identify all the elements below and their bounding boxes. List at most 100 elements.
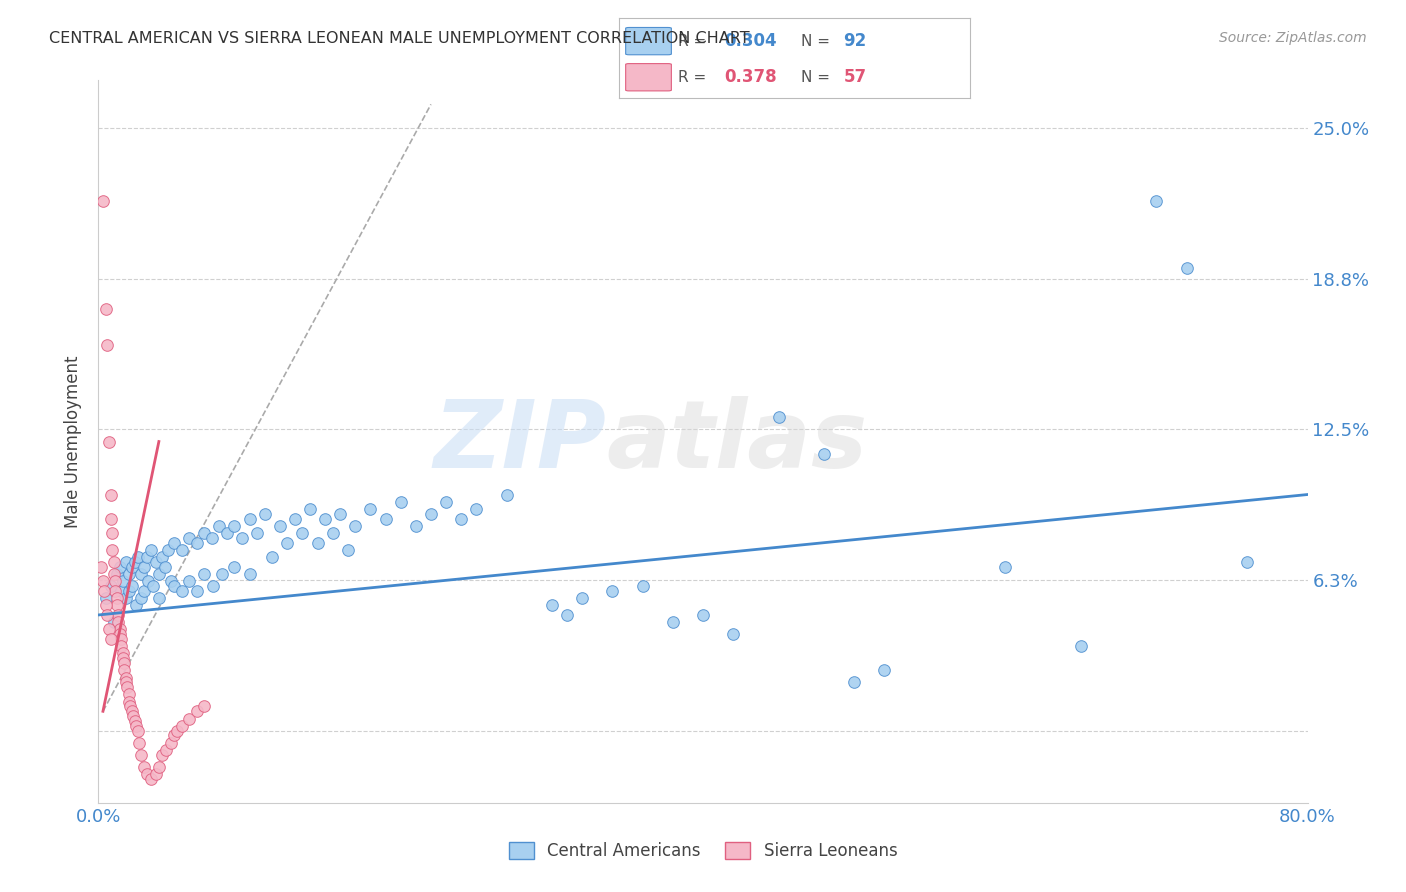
Point [118,567,141,582]
Point [105,591,128,606]
Point [98,434,121,449]
Point [103,555,125,569]
Point [420,507,443,521]
Point [170,583,193,598]
Point [145,767,167,781]
Point [360,502,382,516]
Y-axis label: Male Unemployment: Male Unemployment [65,355,83,528]
Point [112,656,135,670]
Point [110,632,132,646]
Point [170,542,193,557]
FancyBboxPatch shape [626,28,672,54]
Point [239,511,262,525]
Point [101,542,124,557]
Point [307,535,329,549]
Point [276,535,298,549]
Point [150,550,173,565]
Text: 57: 57 [844,69,866,87]
Text: N =: N = [801,34,831,49]
Point [215,526,238,541]
Point [299,502,322,516]
Point [115,680,138,694]
Point [129,567,152,582]
Point [100,487,122,501]
Point [129,591,152,606]
Point [121,559,143,574]
Point [135,550,157,565]
Point [723,627,745,641]
Point [142,579,165,593]
Point [110,639,132,653]
Point [344,518,367,533]
Point [90,559,112,574]
Point [389,494,412,508]
Point [94,599,117,613]
Text: atlas: atlas [606,395,868,488]
Legend: Central Americans, Sierra Leoneans: Central Americans, Sierra Leoneans [502,835,904,867]
Point [104,583,127,598]
Point [153,559,176,574]
Point [124,714,146,728]
Point [141,772,163,786]
Point [211,567,233,582]
Point [555,607,578,622]
Point [114,555,136,569]
Point [994,559,1017,574]
Point [163,579,186,593]
Point [118,687,141,701]
Point [132,760,155,774]
Text: CENTRAL AMERICAN VS SIERRA LEONEAN MALE UNEMPLOYMENT CORRELATION CHART: CENTRAL AMERICAN VS SIERRA LEONEAN MALE … [49,31,749,46]
Text: N =: N = [801,70,831,85]
Point [101,526,124,541]
Point [141,542,163,557]
Point [100,632,122,646]
Point [314,511,336,525]
Point [450,511,472,525]
Point [111,647,134,661]
Point [336,542,359,557]
Point [322,526,344,541]
Point [156,542,179,557]
Point [107,615,129,630]
Point [179,574,201,589]
Point [108,627,131,641]
Point [405,518,427,533]
Point [129,747,152,762]
Point [110,583,132,598]
Point [148,760,170,774]
Text: Source: ZipAtlas.com: Source: ZipAtlas.com [1219,31,1367,45]
Point [329,507,352,521]
Point [186,704,208,718]
Point [246,526,269,541]
Point [121,579,143,593]
Point [91,574,114,589]
Point [118,583,141,598]
Point [1070,639,1092,653]
FancyBboxPatch shape [626,63,672,91]
Point [1236,555,1258,569]
Point [148,567,170,582]
Text: ZIP: ZIP [433,395,606,488]
Point [114,671,136,685]
Point [104,574,127,589]
Point [148,591,170,606]
Point [262,550,284,565]
Point [114,675,136,690]
Text: R =: R = [678,34,707,49]
Text: 0.304: 0.304 [724,32,776,50]
Point [844,675,866,690]
Point [150,747,173,762]
Point [94,301,117,317]
Text: R =: R = [678,70,707,85]
Point [114,591,136,606]
Point [269,518,291,533]
Point [1144,194,1167,208]
Point [112,664,135,678]
Point [128,735,150,749]
Point [692,607,714,622]
Point [434,494,457,508]
Point [602,583,624,598]
Point [163,535,186,549]
Point [111,574,134,589]
Point [127,550,149,565]
